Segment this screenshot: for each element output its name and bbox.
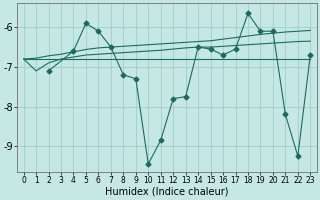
X-axis label: Humidex (Indice chaleur): Humidex (Indice chaleur) xyxy=(105,187,229,197)
